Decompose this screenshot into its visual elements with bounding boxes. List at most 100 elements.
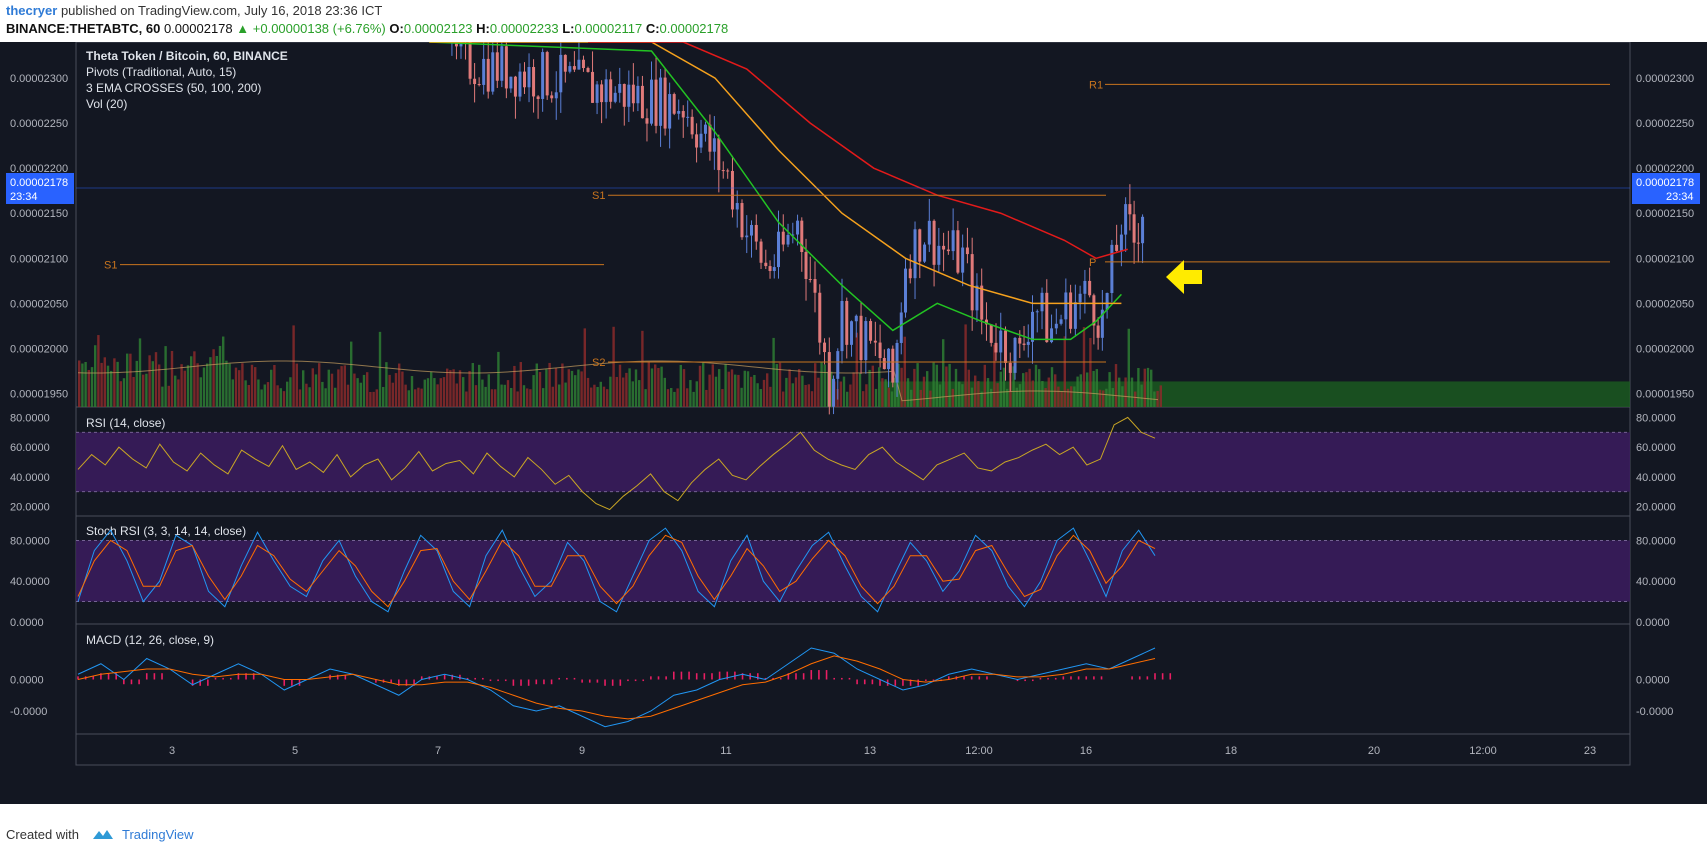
time-tick: 7 xyxy=(435,745,441,757)
rsi-label: RSI (14, close) xyxy=(86,416,165,430)
volume-bar xyxy=(817,377,820,407)
volume-bar xyxy=(954,368,958,407)
volume-bar xyxy=(964,324,967,407)
tradingview-link[interactable]: TradingView xyxy=(122,827,194,842)
volume-bar xyxy=(996,383,999,407)
osc-tick-right: 0.0000 xyxy=(1636,617,1670,629)
candle-body xyxy=(895,342,899,383)
volume-bar xyxy=(567,369,570,407)
legend-vol: Vol (20) xyxy=(86,97,127,111)
volume-bar xyxy=(87,369,90,407)
candle-body xyxy=(613,92,617,102)
time-tick: 9 xyxy=(579,745,585,757)
volume-bar xyxy=(375,389,378,407)
volume-bar xyxy=(452,369,455,407)
candle-body xyxy=(523,71,526,88)
candle-body xyxy=(1045,292,1049,343)
volume-bar xyxy=(119,381,122,407)
volume-bar xyxy=(782,391,785,407)
open-value: 0.00002123 xyxy=(403,21,473,36)
chart-area[interactable]: Theta Token / Bitcoin, 60, BINANCE Pivot… xyxy=(0,18,1707,804)
last-price: 0.00002178 xyxy=(163,21,233,36)
volume-bar xyxy=(593,384,596,407)
candle-body xyxy=(559,54,563,93)
price-tick-right: 0.00002100 xyxy=(1636,253,1694,265)
volume-bar xyxy=(1038,369,1041,407)
volume-bar xyxy=(929,390,932,407)
candle-body xyxy=(951,230,955,252)
volume-bar xyxy=(961,384,964,407)
author-link[interactable]: thecryer xyxy=(6,3,58,18)
volume-bar xyxy=(1089,337,1092,407)
volume-bar xyxy=(791,383,794,407)
volume-bar xyxy=(596,386,599,407)
volume-bar xyxy=(1146,367,1150,407)
volume-bar xyxy=(951,388,954,407)
candle-body xyxy=(482,58,486,85)
badge-right-value: 0.00002178 xyxy=(1636,177,1694,189)
candle-body xyxy=(818,292,822,343)
volume-bar xyxy=(1025,372,1028,407)
volume-bar xyxy=(372,391,375,407)
volume-bar xyxy=(1118,377,1121,407)
price-tick-right: 0.00001950 xyxy=(1636,388,1694,400)
candle-body xyxy=(869,321,873,341)
volume-bar xyxy=(356,378,359,407)
osc-tick-right: 0.0000 xyxy=(1636,675,1670,687)
volume-bar xyxy=(1044,387,1047,407)
candle-body xyxy=(473,78,477,85)
volume-bar xyxy=(1054,374,1057,407)
volume-bar xyxy=(1150,369,1153,407)
volume-bar xyxy=(718,369,721,407)
volume-bar xyxy=(852,372,855,407)
candle-body xyxy=(975,285,979,311)
volume-bar xyxy=(487,374,490,407)
candle-body xyxy=(527,67,531,88)
volume-bar xyxy=(401,371,404,407)
chart-svg[interactable]: Theta Token / Bitcoin, 60, BINANCE Pivot… xyxy=(0,18,1707,804)
volume-bar xyxy=(167,385,170,407)
volume-bar xyxy=(199,377,202,407)
volume-bar xyxy=(564,382,567,407)
volume-bar xyxy=(455,383,458,407)
volume-bar xyxy=(1114,364,1118,407)
volume-bar xyxy=(474,385,478,407)
volume-bar xyxy=(1070,386,1073,407)
time-tick: 23 xyxy=(1584,745,1596,757)
macd-line xyxy=(77,647,1156,728)
candle-body xyxy=(577,59,581,70)
volume-bar xyxy=(180,364,183,407)
candle-body xyxy=(1110,244,1114,293)
stoch-label: Stoch RSI (3, 3, 14, 14, close) xyxy=(86,524,246,538)
candle-body xyxy=(937,245,941,265)
volume-bar xyxy=(874,388,878,407)
volume-bar xyxy=(145,373,148,407)
low-label: L: xyxy=(562,21,575,36)
volume-bar xyxy=(884,379,887,407)
volume-bar xyxy=(522,385,526,407)
volume-bar xyxy=(708,374,711,407)
candle-body xyxy=(772,267,776,272)
volume-bar xyxy=(766,373,769,407)
volume-bar xyxy=(247,385,250,407)
volume-bar xyxy=(273,364,276,407)
candle-body xyxy=(994,342,998,353)
volume-bar xyxy=(497,351,500,407)
volume-bar xyxy=(135,360,138,407)
time-tick: 3 xyxy=(169,745,175,757)
candle-body xyxy=(908,268,912,279)
price-tick-left: 0.00002200 xyxy=(10,163,68,175)
volume-bar xyxy=(202,367,206,407)
volume-bar xyxy=(362,374,366,407)
up-arrow-icon: ▲ xyxy=(236,21,250,36)
candle-body xyxy=(699,133,703,148)
osc-tick-right: 60.0000 xyxy=(1636,442,1676,454)
volume-bar xyxy=(599,381,602,407)
candle-body xyxy=(1035,311,1039,313)
candle-body xyxy=(650,79,653,124)
candle-body xyxy=(563,54,567,72)
candle-body xyxy=(764,262,768,267)
volume-bar xyxy=(1102,390,1105,407)
volume-bar xyxy=(638,380,641,407)
volume-bar xyxy=(353,373,356,407)
